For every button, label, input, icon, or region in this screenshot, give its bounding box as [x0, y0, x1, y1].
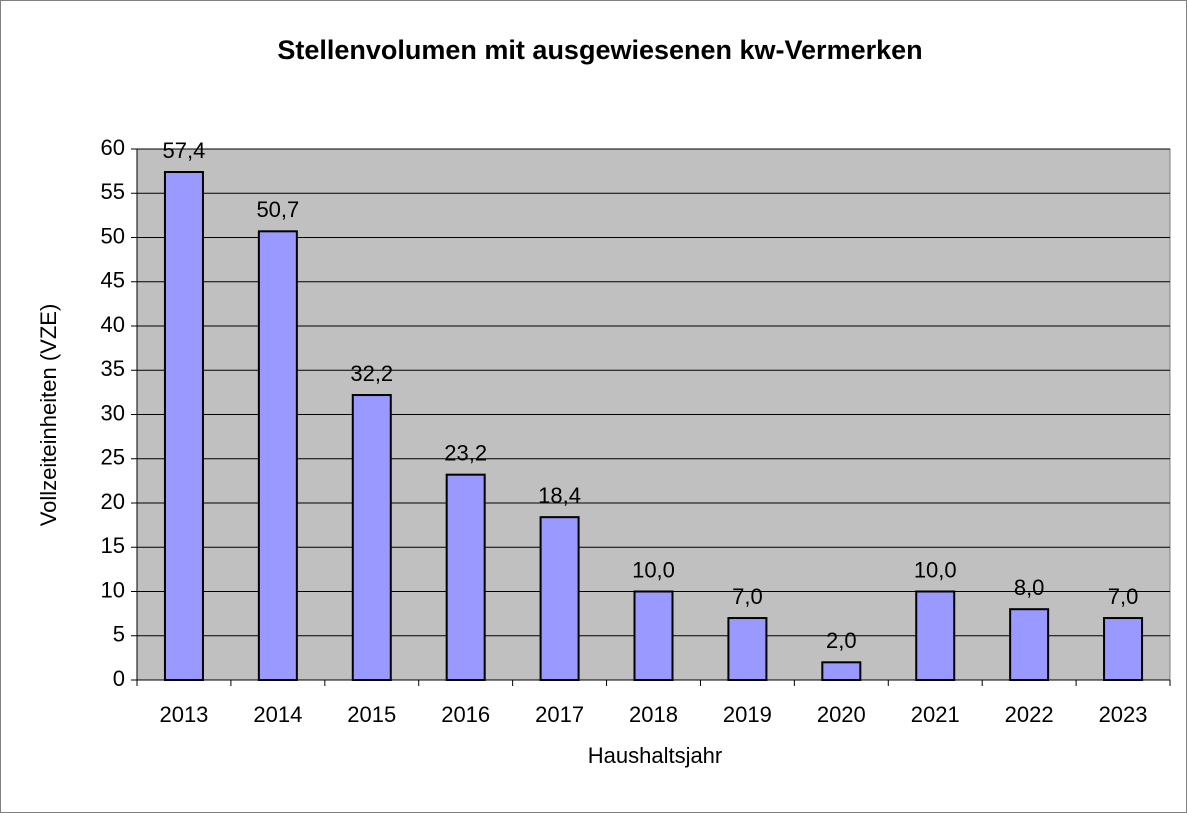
y-tick-label: 35 — [101, 356, 125, 381]
bar — [351, 394, 392, 681]
y-tick-label: 60 — [101, 135, 125, 160]
y-tick-label: 30 — [101, 400, 125, 425]
value-label: 10,0 — [632, 557, 675, 582]
value-label: 8,0 — [1014, 575, 1045, 600]
value-label: 23,2 — [444, 440, 487, 465]
y-tick-label: 5 — [113, 622, 125, 647]
x-tick-label: 2013 — [159, 702, 208, 727]
y-tick-label: 10 — [101, 577, 125, 602]
value-label: 2,0 — [826, 628, 857, 653]
x-axis-label: Haushaltsjahr — [588, 743, 723, 768]
y-tick-label: 25 — [101, 445, 125, 470]
bar — [163, 171, 204, 681]
bar — [821, 661, 862, 681]
bar — [445, 473, 486, 681]
x-tick-label: 2016 — [441, 702, 490, 727]
value-label: 57,4 — [163, 138, 206, 163]
x-tick-label: 2019 — [723, 702, 772, 727]
bar — [539, 516, 580, 681]
x-tick-label: 2018 — [629, 702, 678, 727]
x-tick-label: 2021 — [911, 702, 960, 727]
x-tick-label: 2014 — [253, 702, 302, 727]
bar — [633, 590, 674, 681]
value-label: 32,2 — [350, 361, 393, 386]
y-tick-label: 50 — [101, 223, 125, 248]
bar — [915, 590, 956, 681]
x-tick-label: 2022 — [1005, 702, 1054, 727]
value-label: 18,4 — [538, 483, 581, 508]
bar — [727, 617, 768, 681]
y-tick-label: 15 — [101, 533, 125, 558]
bar — [1009, 608, 1050, 682]
y-tick-label: 55 — [101, 179, 125, 204]
bar — [1103, 617, 1144, 681]
y-tick-label: 20 — [101, 489, 125, 514]
value-label: 7,0 — [732, 584, 763, 609]
x-tick-label: 2015 — [347, 702, 396, 727]
x-tick-label: 2023 — [1099, 702, 1148, 727]
chart-title: Stellenvolumen mit ausgewiesenen kw-Verm… — [277, 35, 922, 65]
bar — [257, 230, 298, 681]
x-tick-label: 2020 — [817, 702, 866, 727]
y-tick-label: 0 — [113, 666, 125, 691]
value-label: 7,0 — [1108, 584, 1139, 609]
value-label: 10,0 — [914, 557, 957, 582]
value-label: 50,7 — [256, 197, 299, 222]
y-axis-label: Vollzeiteinheiten (VZE) — [36, 304, 61, 527]
y-tick-label: 40 — [101, 312, 125, 337]
x-tick-label: 2017 — [535, 702, 584, 727]
y-tick-label: 45 — [101, 268, 125, 293]
